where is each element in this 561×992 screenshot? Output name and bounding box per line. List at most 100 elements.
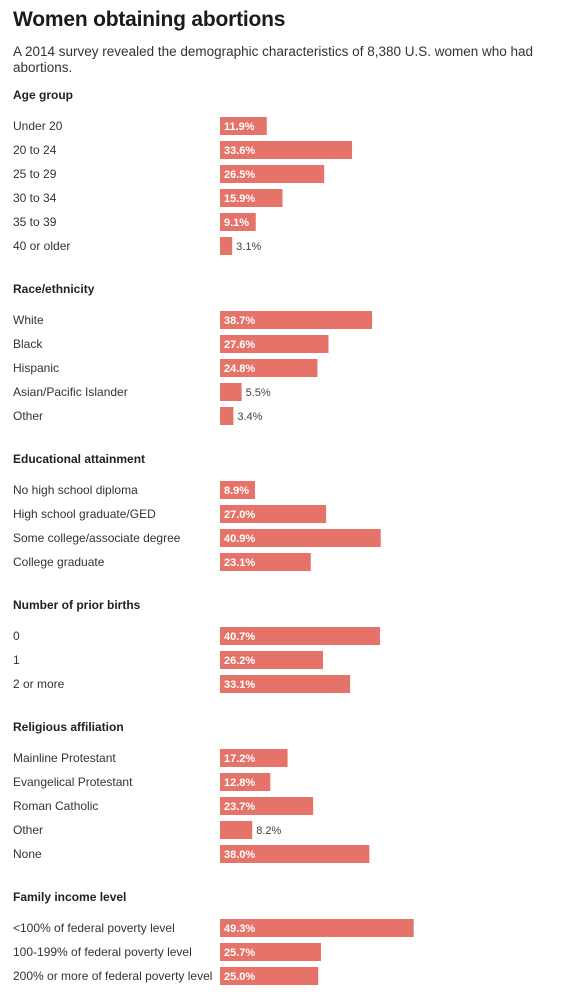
group-0: Age group Under 20 11.9% 20 to 24 33.6% 25 to…: [13, 88, 353, 255]
bar: [220, 117, 267, 135]
value-label: 33.1%: [224, 679, 255, 691]
bar: [220, 943, 322, 961]
category-label: White: [13, 313, 44, 327]
value-label: 17.2%: [224, 753, 255, 765]
value-label: 5.5%: [246, 387, 271, 399]
bar-row: 30 to 34 15.9%: [13, 189, 283, 207]
category-label: High school graduate/GED: [13, 507, 156, 521]
category-label: Asian/Pacific Islander: [13, 385, 128, 399]
bar: [220, 967, 319, 985]
category-label: Other: [13, 409, 43, 423]
category-label: 40 or older: [13, 239, 70, 253]
bar-row: 2 or more 33.1%: [13, 675, 351, 693]
value-label: 9.1%: [224, 217, 249, 229]
category-label: Evangelical Protestant: [13, 775, 133, 789]
value-label: 27.6%: [224, 339, 255, 351]
value-label: 24.8%: [224, 363, 255, 375]
bar: [220, 141, 353, 159]
category-label: 100-199% of federal poverty level: [13, 945, 192, 959]
category-label: 1: [13, 653, 20, 667]
bar: [220, 335, 329, 353]
bar-row: High school graduate/GED 27.0%: [13, 505, 327, 523]
category-label: No high school diploma: [13, 483, 138, 497]
category-label: Roman Catholic: [13, 799, 98, 813]
value-label: 8.2%: [256, 825, 281, 837]
group-5: Family income level <100% of federal pove…: [13, 890, 414, 985]
bar: [220, 505, 327, 523]
bar-row: White 38.7%: [13, 311, 373, 329]
value-label: 11.9%: [224, 121, 255, 133]
bar: [220, 237, 233, 255]
bar-row: 20 to 24 33.6%: [13, 141, 353, 159]
value-label: 12.8%: [224, 777, 255, 789]
bar: [220, 553, 311, 571]
group-2: Educational attainment No high school dip…: [13, 452, 381, 571]
bar-row: Black 27.6%: [13, 335, 329, 353]
bar-row: 200% or more of federal poverty level 25.…: [13, 967, 319, 985]
bar-row: <100% of federal poverty level 49.3%: [13, 919, 414, 937]
bar: [220, 359, 318, 377]
bar: [220, 773, 271, 791]
value-label: 38.7%: [224, 315, 255, 327]
bar: [220, 311, 373, 329]
category-label: College graduate: [13, 555, 105, 569]
bar-row: None 38.0%: [13, 845, 370, 863]
group-title: Educational attainment: [13, 452, 145, 466]
value-label: 40.9%: [224, 533, 255, 545]
bar-row: No high school diploma 8.9%: [13, 481, 255, 499]
bar: [220, 749, 288, 767]
category-label: 30 to 34: [13, 191, 57, 205]
bar: [220, 797, 314, 815]
value-label: 3.4%: [237, 411, 262, 423]
bar: [220, 481, 255, 499]
category-label: 2 or more: [13, 677, 65, 691]
bar-row: Other 3.4%: [13, 407, 263, 425]
bar: [220, 919, 414, 937]
group-title: Age group: [13, 88, 73, 102]
bar: [220, 627, 380, 645]
value-label: 25.0%: [224, 971, 255, 983]
category-label: 25 to 29: [13, 167, 57, 181]
bar: [220, 675, 351, 693]
group-title: Family income level: [13, 890, 126, 904]
value-label: 25.7%: [224, 947, 255, 959]
category-label: Mainline Protestant: [13, 751, 116, 765]
category-label: 0: [13, 629, 20, 643]
category-label: <100% of federal poverty level: [13, 921, 175, 935]
category-label: None: [13, 847, 42, 861]
bar: [220, 189, 283, 207]
bar-row: Roman Catholic 23.7%: [13, 797, 314, 815]
value-label: 26.2%: [224, 655, 255, 667]
group-1: Race/ethnicity White 38.7% Black 27.6% Hispan…: [13, 282, 373, 425]
bar: [220, 845, 370, 863]
value-label: 40.7%: [224, 631, 255, 643]
value-label: 3.1%: [236, 241, 261, 253]
bar: [220, 407, 234, 425]
value-label: 26.5%: [224, 169, 255, 181]
bar-row: 0 40.7%: [13, 627, 380, 645]
bar-row: College graduate 23.1%: [13, 553, 311, 571]
category-label: 35 to 39: [13, 215, 57, 229]
bar-row: 100-199% of federal poverty level 25.7%: [13, 943, 322, 961]
bar-row: Other 8.2%: [13, 821, 282, 839]
value-label: 8.9%: [224, 485, 249, 497]
bar-row: 35 to 39 9.1%: [13, 213, 256, 231]
bar-row: 40 or older 3.1%: [13, 237, 261, 255]
category-label: Some college/associate degree: [13, 531, 181, 545]
bar-row: 1 26.2%: [13, 651, 323, 669]
chart-title: Women obtaining abortions: [13, 8, 286, 31]
category-label: Other: [13, 823, 43, 837]
value-label: 33.6%: [224, 145, 255, 157]
group-title: Religious affiliation: [13, 720, 124, 734]
bar-row: Evangelical Protestant 12.8%: [13, 773, 271, 791]
bar: [220, 529, 381, 547]
bar-row: 25 to 29 26.5%: [13, 165, 325, 183]
bar: [220, 213, 256, 231]
category-label: Under 20: [13, 119, 63, 133]
bar-row: Some college/associate degree 40.9%: [13, 529, 381, 547]
group-title: Number of prior births: [13, 598, 141, 612]
bar: [220, 165, 325, 183]
value-label: 23.7%: [224, 801, 255, 813]
category-label: Black: [13, 337, 43, 351]
bar-row: Asian/Pacific Islander 5.5%: [13, 383, 271, 401]
